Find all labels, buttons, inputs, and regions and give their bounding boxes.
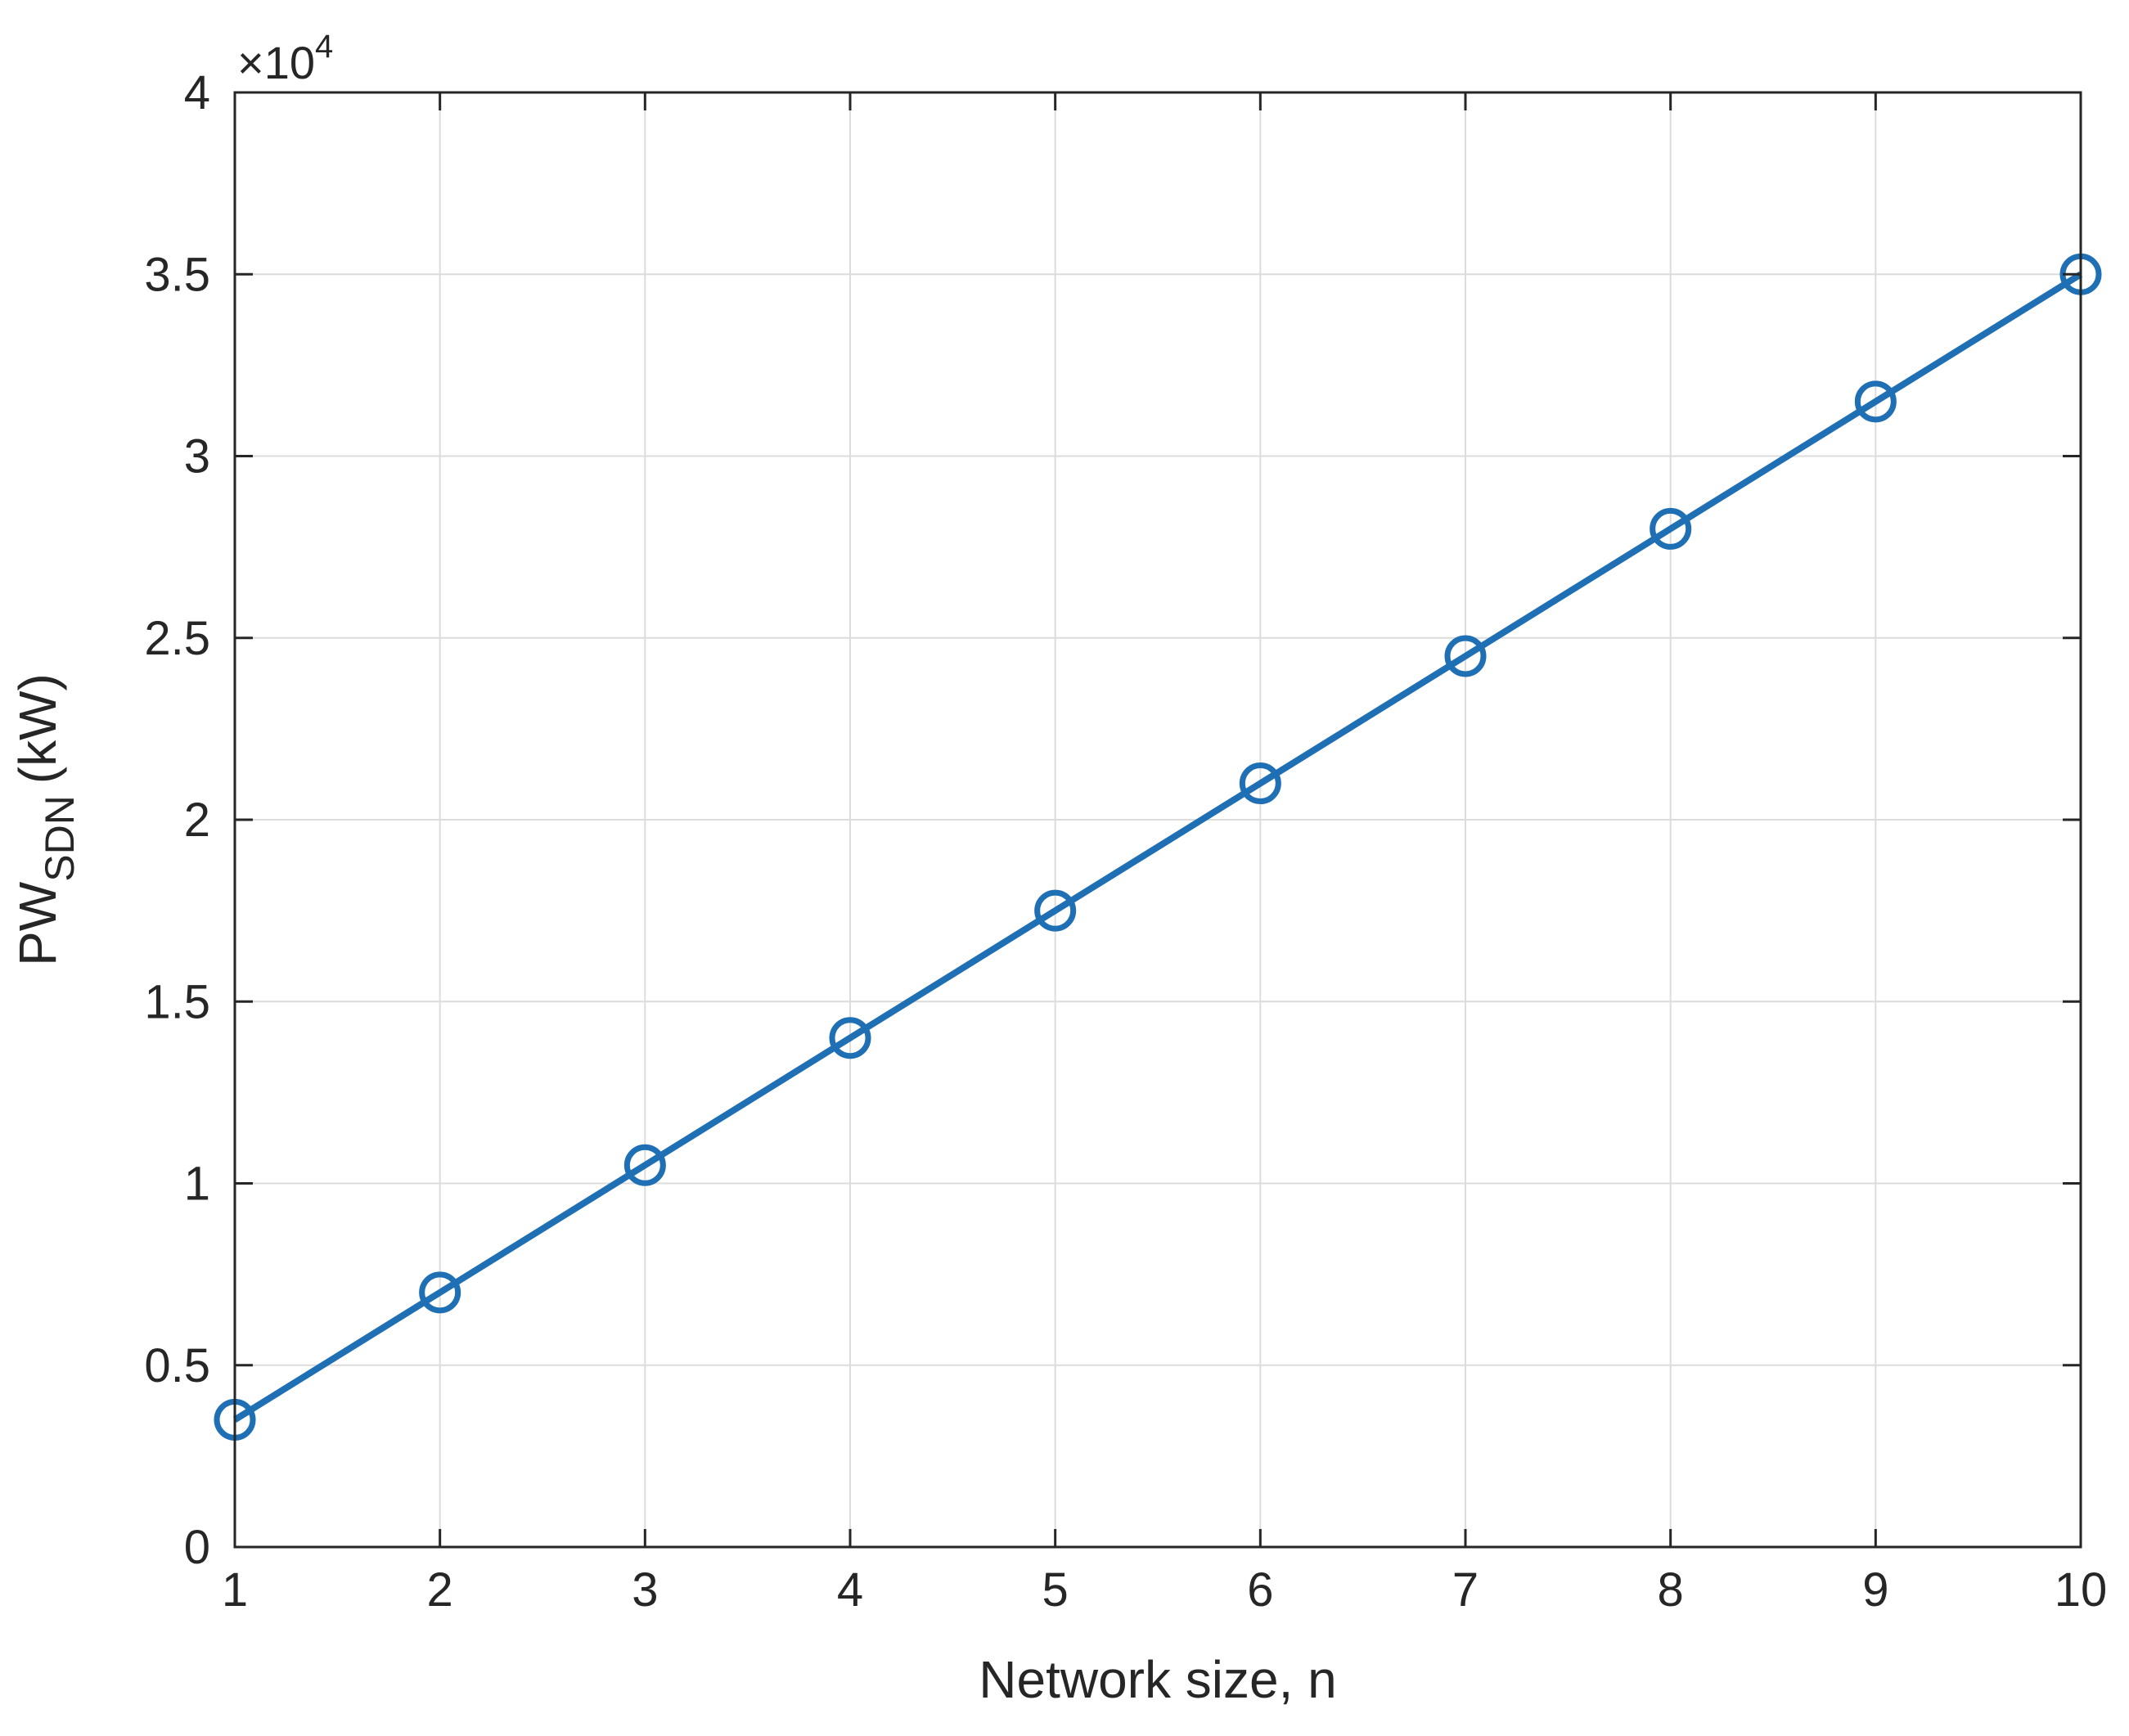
- y-tick-label: 1.5: [144, 975, 210, 1028]
- data-point-marker: [1239, 762, 1281, 805]
- data-point-marker: [829, 1017, 871, 1059]
- x-axis-label: Network size, n: [979, 1650, 1336, 1709]
- data-point-marker: [1444, 635, 1487, 677]
- x-tick-label: 8: [1658, 1563, 1684, 1617]
- data-point-marker: [1854, 380, 1897, 423]
- x-tick-label: 2: [427, 1563, 453, 1617]
- y-tick-label: 3.5: [144, 248, 210, 301]
- y-axis-label: PWSDN (kW): [8, 673, 83, 966]
- y-tick-label: 2.5: [144, 612, 210, 665]
- y-tick-label: 1: [184, 1158, 210, 1211]
- y-tick-label: 4: [184, 66, 210, 119]
- data-point-marker: [623, 1144, 666, 1186]
- data-point-marker: [1650, 507, 1692, 550]
- x-tick-label: 4: [837, 1563, 863, 1617]
- y-tick-label: 0.5: [144, 1339, 210, 1392]
- axis-ticks: [233, 91, 2082, 1549]
- grid: [234, 92, 2082, 1548]
- x-tick-label: 3: [632, 1563, 658, 1617]
- tick-labels: 1 2 3 4 5 6 7 8 9 10 0 0.5 1 1.5 2 2.5 3 3.5 4: [144, 66, 2107, 1617]
- x-tick-label: 10: [2055, 1563, 2108, 1617]
- x-tick-label: 5: [1042, 1563, 1069, 1617]
- x-tick-label: 9: [1862, 1563, 1888, 1617]
- data-point-marker: [1034, 889, 1077, 932]
- y-tick-label: 2: [184, 794, 210, 847]
- y-axis-label-main: PW: [8, 881, 67, 966]
- series-layer: [214, 253, 2102, 1441]
- series-line: [232, 271, 2083, 1423]
- y-tick-label: 0: [184, 1521, 210, 1574]
- x-tick-label: 1: [222, 1563, 248, 1617]
- y-axis-exponent: ×104: [237, 29, 333, 88]
- y-axis-label-subscript: SDN: [37, 795, 83, 882]
- y-axis-label-unit: (kW): [8, 673, 67, 784]
- x-tick-label: 6: [1247, 1563, 1273, 1617]
- x-tick-label: 7: [1452, 1563, 1479, 1617]
- y-tick-label: 3: [184, 430, 210, 483]
- data-point-marker: [419, 1271, 461, 1314]
